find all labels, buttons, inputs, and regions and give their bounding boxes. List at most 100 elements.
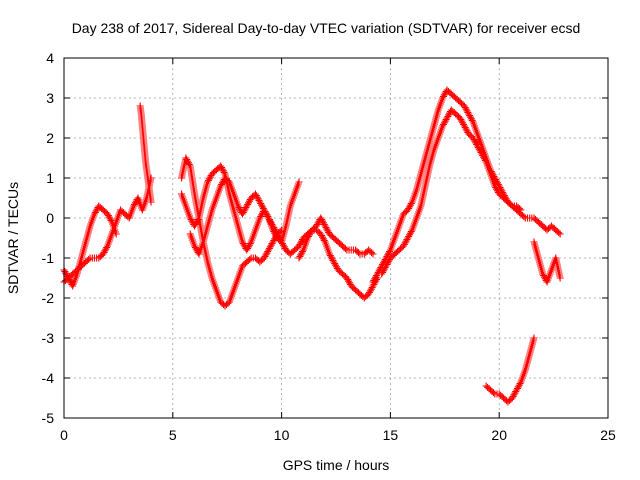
data-point-fill xyxy=(512,388,520,396)
data-point-fill xyxy=(319,219,327,227)
data-point-fill xyxy=(453,95,461,103)
data-point-fill xyxy=(425,164,433,172)
chart-title: Day 238 of 2017, Sidereal Day-to-day VTE… xyxy=(72,20,581,36)
data-point-fill xyxy=(268,240,276,248)
data-point xyxy=(260,206,268,214)
data-point-fill xyxy=(366,287,374,295)
data-point xyxy=(330,258,338,266)
data-point-fill xyxy=(340,243,348,251)
data-point-fill xyxy=(549,223,557,231)
data-point-fill xyxy=(366,288,374,296)
data-point-fill xyxy=(274,232,282,240)
data-point-fill xyxy=(547,268,555,276)
data-point-fill xyxy=(240,261,248,269)
data-point xyxy=(513,386,521,394)
data-point xyxy=(238,210,246,218)
data-point-fill xyxy=(406,203,414,211)
data-point-fill xyxy=(107,216,115,224)
data-point-fill xyxy=(497,191,505,199)
data-point-fill xyxy=(531,215,539,223)
data-point-fill xyxy=(255,216,263,224)
data-point-fill xyxy=(429,124,437,132)
data-point-fill xyxy=(461,124,469,132)
data-point-fill xyxy=(326,252,334,260)
data-point-fill xyxy=(183,156,191,164)
data-point-fill xyxy=(286,204,294,212)
data-point-fill xyxy=(507,201,515,209)
data-point-fill xyxy=(271,225,279,233)
data-point-fill xyxy=(81,240,89,248)
data-point-fill xyxy=(403,236,411,244)
data-point-fill xyxy=(320,220,328,228)
data-point-fill xyxy=(261,252,269,260)
data-point-fill xyxy=(212,284,220,292)
data-point-fill xyxy=(220,168,228,176)
data-point-fill xyxy=(222,175,230,183)
data-point-fill xyxy=(245,241,253,249)
data-point-fill xyxy=(328,255,336,263)
data-point-fill xyxy=(332,263,340,271)
data-point-fill xyxy=(463,107,471,115)
data-point-fill xyxy=(466,112,474,120)
data-point-fill xyxy=(93,254,101,262)
data-point-fill xyxy=(400,240,408,248)
data-point-fill xyxy=(281,224,289,232)
data-point-fill xyxy=(429,148,437,156)
data-point-fill xyxy=(222,301,230,309)
data-point-fill xyxy=(265,244,273,252)
data-point-fill xyxy=(111,228,119,236)
data-point-fill xyxy=(327,231,335,239)
data-point-fill xyxy=(421,184,429,192)
data-point-fill xyxy=(425,140,433,148)
data-point-fill xyxy=(245,243,253,251)
data-point-fill xyxy=(107,232,115,240)
data-point-fill xyxy=(240,207,248,215)
data-point-fill xyxy=(438,124,446,132)
data-point xyxy=(382,262,390,270)
data-point-fill xyxy=(245,197,253,205)
data-point-fill xyxy=(218,164,226,172)
data-point-fill xyxy=(270,224,278,232)
data-point-fill xyxy=(92,207,100,215)
data-point-fill xyxy=(253,193,261,201)
data-point-fill xyxy=(556,272,564,280)
data-point-fill xyxy=(63,272,71,280)
data-point-fill xyxy=(129,204,137,212)
data-point-fill xyxy=(203,180,211,188)
data-point-fill xyxy=(239,240,247,248)
y-tick-label: 2 xyxy=(46,130,54,146)
data-point-fill xyxy=(272,227,280,235)
data-point-fill xyxy=(272,228,280,236)
data-point-fill xyxy=(257,200,265,208)
data-point-fill xyxy=(62,269,70,277)
data-point-fill xyxy=(318,232,326,240)
data-point-fill xyxy=(102,245,110,253)
data-point xyxy=(265,214,273,222)
data-point-fill xyxy=(233,200,241,208)
data-point-fill xyxy=(275,233,283,241)
data-point-fill xyxy=(462,105,470,113)
data-point xyxy=(465,110,473,118)
data-point-fill xyxy=(497,391,505,399)
data-point-fill xyxy=(349,283,357,291)
data-point-fill xyxy=(297,251,305,259)
data-point-fill xyxy=(471,137,479,145)
y-tick-label: -3 xyxy=(42,330,55,346)
data-point-fill xyxy=(206,173,214,181)
data-point-fill xyxy=(449,91,457,99)
data-point-fill xyxy=(245,199,253,207)
data-point-fill xyxy=(305,231,313,239)
data-point-fill xyxy=(505,199,513,207)
data-point-fill xyxy=(229,188,237,196)
data-point-fill xyxy=(105,213,113,221)
data-point-fill xyxy=(362,293,370,301)
data-point xyxy=(64,274,72,282)
data-point-fill xyxy=(439,92,447,100)
data-point-fill xyxy=(327,253,335,261)
data-point-fill xyxy=(332,261,340,269)
data-point-fill xyxy=(475,145,483,153)
data-point-fill xyxy=(229,288,237,296)
data-point-fill xyxy=(147,196,155,204)
